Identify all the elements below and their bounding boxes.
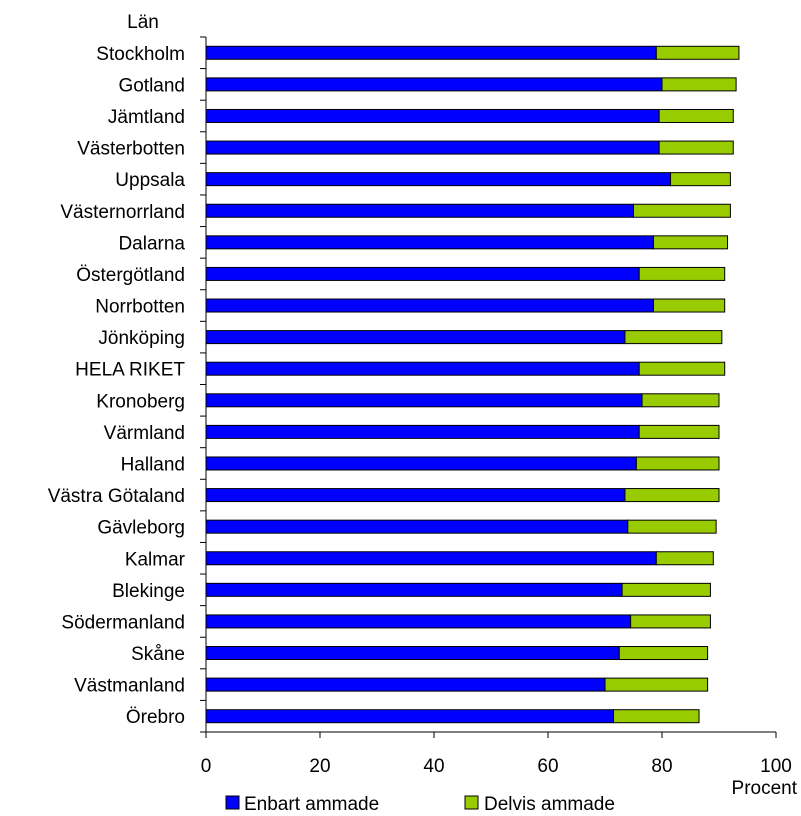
bar-enbart [205,646,620,661]
bar-enbart [205,298,654,313]
category-labels: Stockholm Gotland Jämtland Västerbotten Upps… [48,44,186,728]
category-label: Gotland [118,75,185,96]
category-label: Västerbotten [77,139,185,160]
bar-delvis [627,519,717,534]
category-label: HELA RIKET [75,360,185,381]
bar-enbart [205,235,654,250]
category-label: Jönköping [98,328,185,349]
bar-enbart [205,614,632,629]
x-tick-label: 60 [537,756,558,777]
category-label: Stockholm [96,44,185,65]
bar-delvis [661,77,737,92]
bar-delvis [618,646,709,661]
bar-enbart [205,393,643,408]
bar-delvis [658,140,734,155]
category-label: Västmanland [74,676,185,697]
bar-delvis [621,582,711,597]
bar-enbart [205,108,660,123]
category-label: Södermanland [61,612,185,633]
bar-enbart [205,45,657,60]
bar-delvis [624,330,723,345]
bar-enbart [205,203,634,218]
legend: Enbart ammade Delvis ammade [225,794,615,815]
category-label: Västra Götaland [48,486,185,507]
bar-enbart [205,77,663,92]
bar-delvis [655,45,740,60]
x-tick-label: 80 [651,756,672,777]
legend-label-delvis: Delvis ammade [484,794,615,815]
category-label: Jämtland [108,107,185,128]
bar-enbart [205,140,660,155]
bar-delvis [604,677,709,692]
x-tick-label: 0 [201,756,212,777]
category-label: Kalmar [125,549,186,570]
category-label: Uppsala [115,170,185,191]
bar-delvis [635,456,720,471]
bar-enbart [205,519,629,534]
legend-swatch-enbart [225,795,240,810]
category-label: Dalarna [118,233,185,254]
bar-enbart [205,709,615,724]
bar-delvis [652,235,729,250]
bar-enbart [205,456,637,471]
bar-delvis [613,709,700,724]
category-label: Norrbotten [95,297,185,318]
bar-enbart [205,330,626,345]
bar-delvis [658,108,734,123]
bar-delvis [638,361,726,376]
bar-delvis [655,551,714,566]
bar-enbart [205,488,626,503]
bar-enbart [205,172,672,187]
x-tick-label: 20 [309,756,330,777]
bar-enbart [205,424,640,439]
bar-delvis [638,266,726,281]
category-label: Kronoberg [96,391,185,412]
bar-delvis [638,424,720,439]
bar-delvis [633,203,731,218]
category-label: Blekinge [112,581,185,602]
bar-delvis [630,614,711,629]
bar-enbart [205,582,623,597]
bar-delvis [624,488,720,503]
legend-swatch-delvis [464,795,479,810]
bar-delvis [670,172,731,187]
category-label: Gävleborg [97,518,185,539]
bar-delvis [641,393,720,408]
bar-enbart [205,266,640,281]
category-label: Västernorrland [60,202,185,223]
legend-label-enbart: Enbart ammade [244,794,379,815]
x-tick-label: 100 [760,756,792,777]
category-label: Halland [121,454,185,475]
category-label: Östergötland [76,265,185,286]
category-label: Örebro [126,707,185,728]
x-axis-title: Procent [732,778,798,799]
bar-delvis [652,298,726,313]
bar-enbart [205,551,657,566]
bar-enbart [205,361,640,376]
y-axis-ticks [200,36,206,733]
category-label: Skåne [131,644,185,665]
x-axis-ticks: 0 20 40 60 80 100 [201,732,792,777]
bars-group [205,45,740,724]
category-label: Värmland [104,423,185,444]
bar-enbart [205,677,606,692]
y-axis-title: Län [127,12,159,33]
x-tick-label: 40 [423,756,444,777]
